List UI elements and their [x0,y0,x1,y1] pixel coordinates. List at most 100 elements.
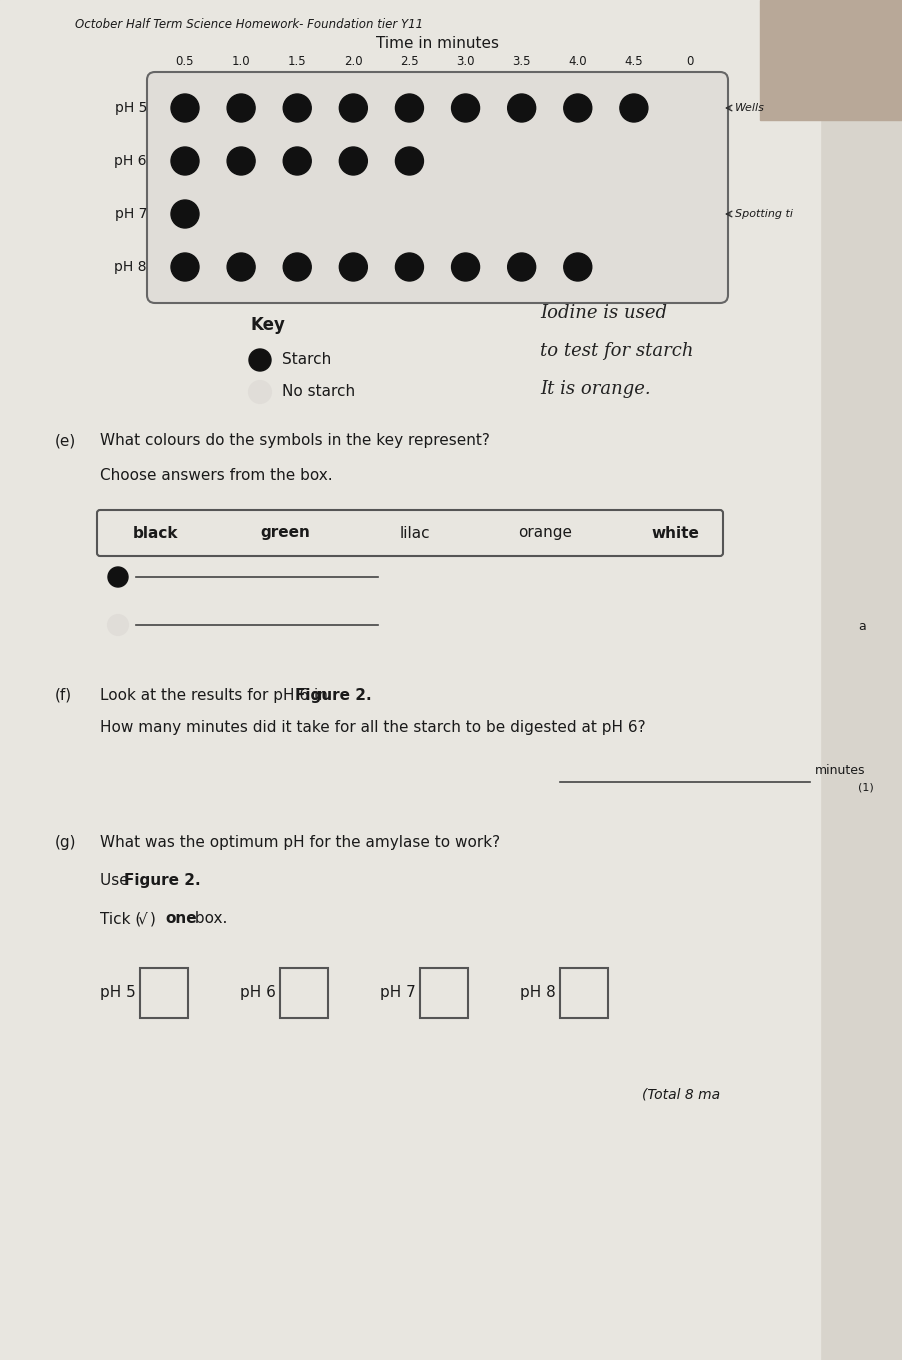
Text: It is orange.: It is orange. [540,379,650,398]
Text: pH 7: pH 7 [115,207,147,220]
Text: orange: orange [518,525,572,540]
Circle shape [452,147,480,175]
Text: lilac: lilac [400,525,430,540]
Text: How many minutes did it take for all the starch to be digested at pH 6?: How many minutes did it take for all the… [100,719,646,734]
Text: (1): (1) [858,782,874,792]
Circle shape [227,147,255,175]
Text: box.: box. [190,911,227,926]
Text: pH 6: pH 6 [115,154,147,169]
Circle shape [171,94,199,122]
Text: Tick (: Tick ( [100,911,142,926]
Bar [420,968,468,1019]
Text: (g): (g) [55,835,77,850]
Circle shape [339,253,367,282]
Text: Choose answers from the box.: Choose answers from the box. [100,468,333,483]
Text: black: black [133,525,178,540]
Circle shape [395,200,423,228]
Text: 0.5: 0.5 [176,54,194,68]
Text: pH 8: pH 8 [520,986,556,1001]
Circle shape [283,200,311,228]
Circle shape [171,200,199,228]
Circle shape [283,147,311,175]
Text: minutes: minutes [815,764,866,777]
Circle shape [508,253,536,282]
Circle shape [564,253,592,282]
Text: Time in minutes: Time in minutes [376,35,499,50]
Text: Spotting ti: Spotting ti [735,209,793,219]
Text: white: white [651,525,699,540]
Circle shape [339,200,367,228]
Circle shape [339,94,367,122]
Circle shape [564,200,592,228]
Text: Figure 2.: Figure 2. [124,873,201,888]
Bar [560,968,608,1019]
Circle shape [620,94,648,122]
Text: What was the optimum pH for the amylase to work?: What was the optimum pH for the amylase … [100,835,500,850]
Text: 0: 0 [686,54,694,68]
Text: green: green [260,525,310,540]
Text: Key: Key [250,316,285,335]
Text: Wells: Wells [735,103,765,113]
Circle shape [283,94,311,122]
Text: one: one [165,911,197,926]
Circle shape [676,147,704,175]
Text: 2.5: 2.5 [400,54,419,68]
Circle shape [452,200,480,228]
Circle shape [171,147,199,175]
Circle shape [249,350,271,371]
Text: Starch: Starch [282,352,331,367]
Circle shape [227,200,255,228]
Bar [280,968,328,1019]
Circle shape [564,147,592,175]
Text: (e): (e) [55,432,77,447]
Circle shape [452,253,480,282]
Text: (f): (f) [55,688,72,703]
Circle shape [283,253,311,282]
Text: October Half Term Science Homework- Foundation tier Y11: October Half Term Science Homework- Foun… [75,18,423,31]
Text: pH 5: pH 5 [100,986,135,1001]
Text: What colours do the symbols in the key represent?: What colours do the symbols in the key r… [100,432,490,447]
Text: to test for starch: to test for starch [540,341,694,360]
Circle shape [620,200,648,228]
Circle shape [249,381,271,403]
Text: pH 6: pH 6 [240,986,276,1001]
Circle shape [395,147,423,175]
Text: √: √ [138,911,148,926]
Circle shape [508,94,536,122]
Text: Look at the results for pH 6 in: Look at the results for pH 6 in [100,688,333,703]
Circle shape [395,94,423,122]
Circle shape [108,567,128,588]
Text: (Total 8 ma: (Total 8 ma [642,1087,720,1102]
Text: pH 5: pH 5 [115,101,147,116]
Circle shape [395,253,423,282]
Text: 2.0: 2.0 [344,54,363,68]
Circle shape [171,253,199,282]
Circle shape [620,147,648,175]
Text: No starch: No starch [282,385,355,400]
Text: 3.5: 3.5 [512,54,531,68]
Circle shape [564,94,592,122]
Circle shape [227,253,255,282]
Text: 4.0: 4.0 [568,54,587,68]
Text: 4.5: 4.5 [624,54,643,68]
Text: a: a [858,620,866,632]
Text: Use: Use [100,873,133,888]
Circle shape [676,200,704,228]
Text: ): ) [150,911,161,926]
Text: 1.0: 1.0 [232,54,251,68]
Circle shape [227,94,255,122]
Text: Figure 2.: Figure 2. [295,688,372,703]
Bar [760,0,902,120]
Circle shape [339,147,367,175]
Circle shape [108,615,128,635]
Text: Iodine is used: Iodine is used [540,305,667,322]
Text: pH 8: pH 8 [115,260,147,273]
Circle shape [676,253,704,282]
Circle shape [508,200,536,228]
Circle shape [508,147,536,175]
Text: pH 7: pH 7 [380,986,416,1001]
Circle shape [452,94,480,122]
Bar [140,968,188,1019]
FancyBboxPatch shape [147,72,728,303]
Text: 3.0: 3.0 [456,54,474,68]
